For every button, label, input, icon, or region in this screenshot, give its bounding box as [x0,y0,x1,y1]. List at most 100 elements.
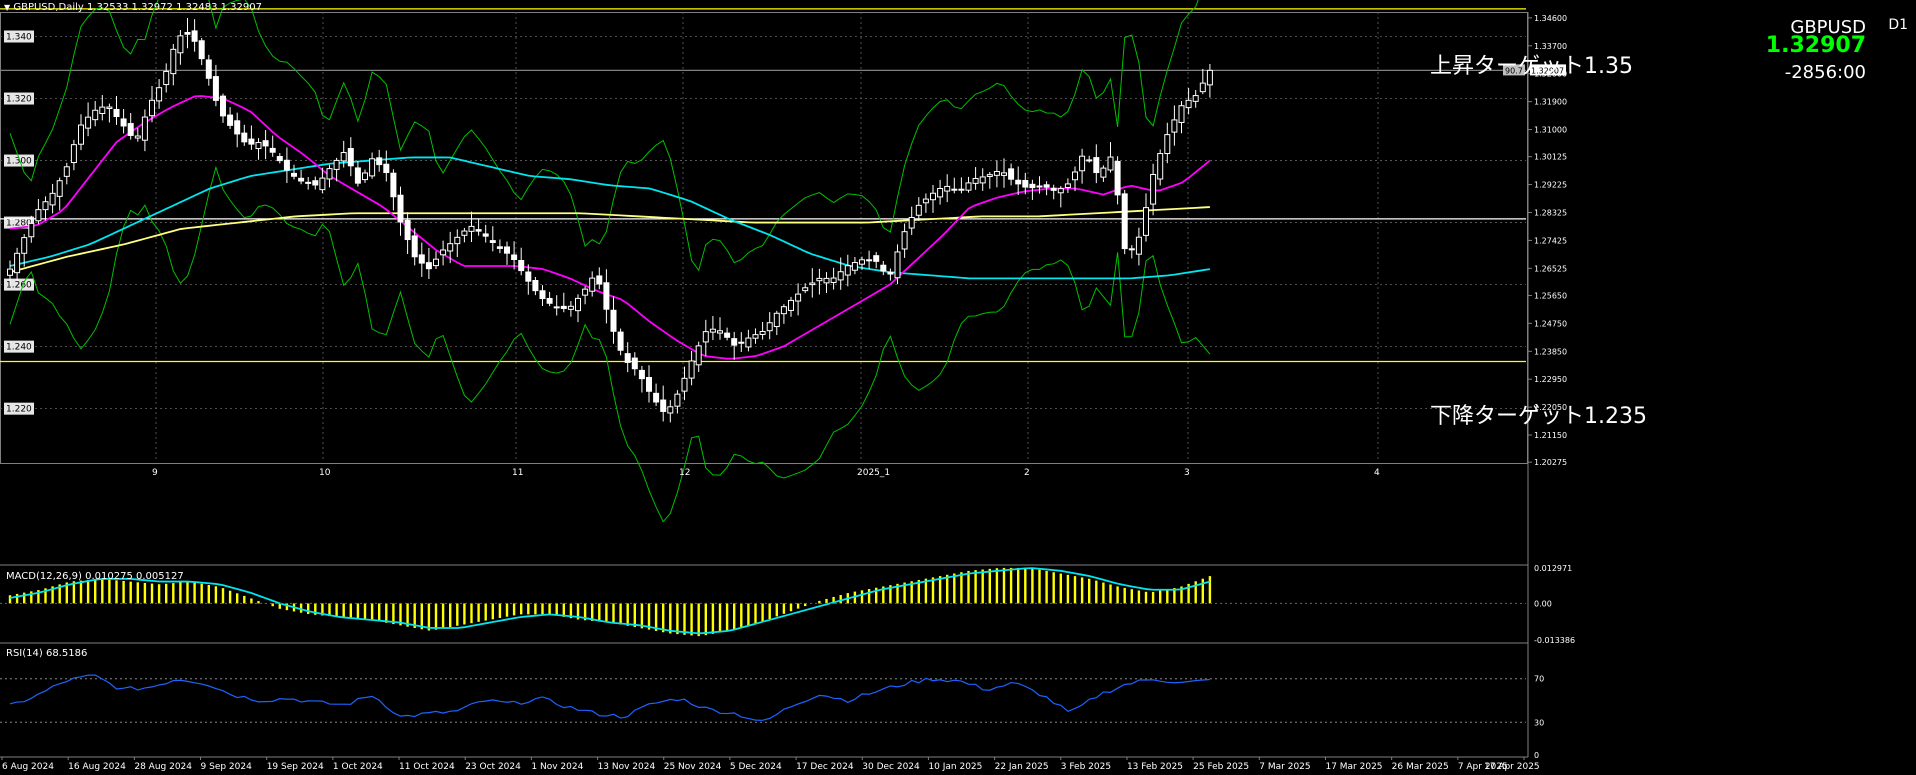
candle-body [724,332,731,338]
candle-body [1015,179,1022,185]
candle-body [518,259,525,272]
candle-body [802,287,809,292]
left-price-label: 1.240 [6,343,32,353]
candle-body [163,70,170,86]
candle-body [35,209,42,222]
candle-body [887,271,894,275]
candle-body [851,262,858,271]
candle-body [901,231,908,250]
last-price: 1.32907 [1765,33,1866,58]
candle-body [283,159,290,171]
candle-body [759,330,766,335]
candle-body [958,188,965,191]
x-axis-label: 19 Sep 2024 [267,762,324,772]
candle-body [411,235,418,258]
candle-body [1171,119,1178,133]
candle-body [972,178,979,184]
x-top-label: 4 [1374,468,1380,478]
x-top-label: 9 [152,468,158,478]
candle-body [674,393,681,407]
symbol-label: GBPUSD [1790,17,1866,38]
candle-body [383,163,390,173]
candle-body [120,118,127,127]
candle-body [738,341,745,344]
candle-body [42,201,49,211]
candle-body [930,192,936,201]
candle-body [85,116,92,129]
y-tick-label: 1.31900 [1534,98,1567,107]
candle-body [589,277,596,292]
candle-body [575,297,581,312]
candle-body [347,148,354,167]
candle-body [773,312,780,328]
candle-body [404,219,411,241]
candle-body [646,377,652,392]
candle-body [1178,105,1185,123]
rsi-y-tick-label: 0 [1534,751,1539,760]
candle-body [56,180,63,197]
x-top-label: 10 [319,468,331,478]
candle-body [454,236,461,245]
candle-body [1164,134,1171,155]
candle-body [823,277,830,284]
left-price-box [4,216,34,229]
macd-y-tick-label: 0.012971 [1534,564,1572,573]
candle-body [1114,160,1121,196]
candle-body [788,299,794,311]
candle-body [688,360,695,379]
candle-body [603,282,610,310]
candle-body [511,254,518,261]
x-axis-label: 1 Nov 2024 [531,762,583,772]
left-price-box [4,30,34,43]
candle-body [1157,153,1164,180]
x-axis-label: 16 Aug 2024 [68,762,126,772]
candle-body [262,140,269,147]
candle-body [922,198,929,204]
x-axis-label: 10 Jan 2025 [928,762,982,772]
candle-body [695,345,702,366]
candle-body [397,194,404,223]
candle-body [610,309,617,332]
candle-body [951,188,958,191]
candle-body [1043,184,1050,188]
candle-body [1143,207,1149,236]
candle-body [1185,99,1192,109]
y-tick-label: 1.26525 [1534,264,1567,273]
candle-body [1150,173,1157,205]
candle-body [908,216,915,229]
candle-body [369,158,376,177]
candle-body [596,275,603,285]
candle-body [504,246,510,254]
macd-label: MACD(12,26,9) 0.010275 0.005127 [6,571,184,582]
x-axis-label: 28 Aug 2024 [134,762,192,772]
candle-body [191,30,198,42]
left-price-box [4,278,34,291]
candle-body [567,305,574,310]
x-axis-label: 6 Aug 2024 [2,762,54,772]
candle-body [319,177,326,191]
y-tick-label: 1.28325 [1534,208,1567,217]
x-axis-label: 23 Oct 2024 [465,762,521,772]
candle-body [482,233,489,237]
candle-body [1135,236,1142,255]
candle-body [106,106,113,110]
candle-body [234,120,241,135]
y-tick-label: 1.24750 [1534,319,1567,328]
macd-y-tick-label: 0.00 [1534,599,1552,608]
y-tick-label: 1.21150 [1534,431,1567,440]
rsi-line [9,674,1210,721]
y-tick-label: 1.27425 [1534,236,1567,245]
y-tick-label: 1.23850 [1534,347,1567,356]
candle-body [291,172,297,177]
candle-body [177,35,184,54]
macd-signal-line [9,567,1211,635]
badge-left-label: 90.7 [1505,66,1523,75]
x-axis-label: 26 Mar 2025 [1392,762,1449,772]
candle-body [780,306,787,315]
candle-body [248,138,255,145]
candle-body [141,116,148,141]
candle-body [880,264,887,272]
x-top-label: 12 [679,468,690,478]
candle-body [894,251,901,279]
left-price-box [4,154,34,167]
